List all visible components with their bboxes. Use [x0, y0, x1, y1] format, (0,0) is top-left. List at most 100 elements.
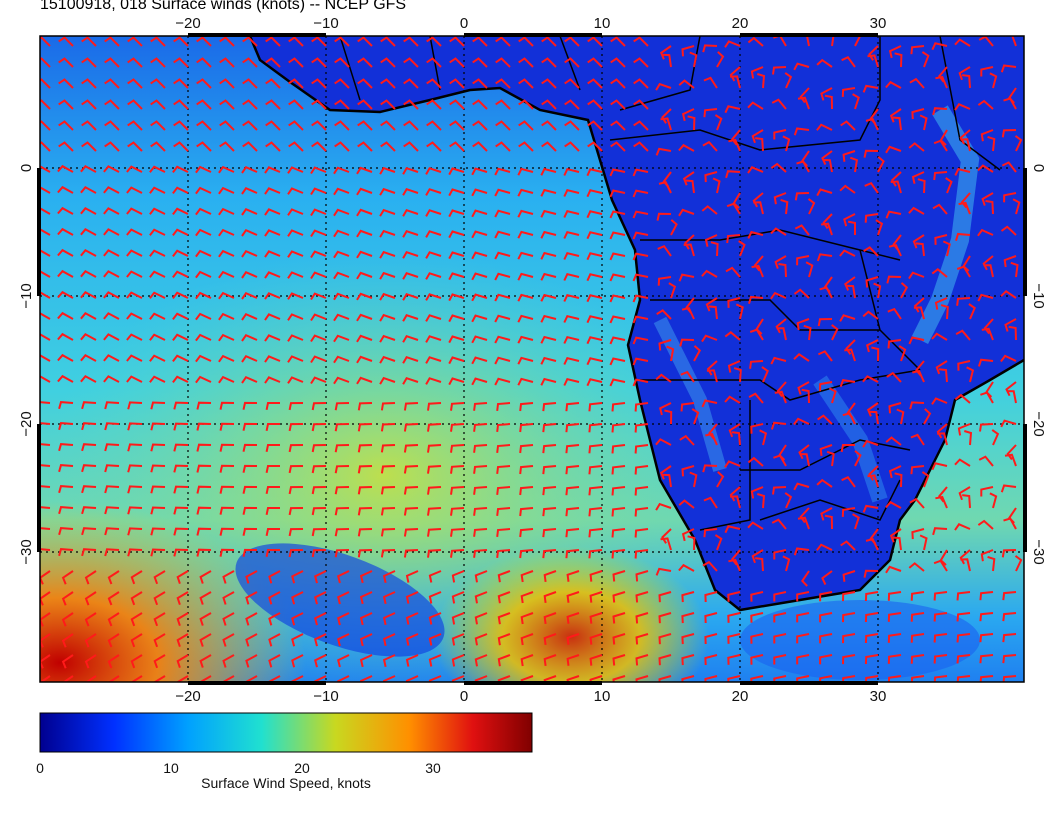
wind-barb — [310, 166, 327, 175]
wind-barb — [865, 538, 879, 551]
wind-barb — [632, 315, 649, 324]
wind-barb — [841, 56, 856, 68]
colorbar-tick-label: 30 — [425, 760, 441, 776]
wind-barb — [218, 165, 235, 174]
wind-barb — [126, 312, 143, 320]
wind-barb — [288, 528, 304, 537]
wind-barb — [265, 141, 281, 152]
wind-barb — [566, 633, 580, 645]
wind-barb — [57, 248, 74, 257]
wind-barb — [334, 36, 350, 47]
wind-barb — [839, 184, 856, 194]
wind-barb — [773, 549, 787, 560]
wind-barb — [84, 654, 97, 669]
wind-barb — [172, 165, 189, 174]
wind-barb — [103, 165, 120, 173]
wind-barb — [565, 507, 580, 517]
wind-barb — [150, 527, 166, 536]
wind-barb — [149, 270, 166, 278]
wind-barb — [195, 291, 212, 300]
frame-bands — [37, 33, 1027, 685]
wind-barb — [706, 369, 718, 383]
wind-barb — [127, 401, 143, 410]
wind-barb — [542, 444, 557, 454]
wind-barb — [149, 186, 166, 194]
wind-barb — [770, 162, 787, 173]
wind-barb — [242, 401, 258, 410]
wind-barb — [517, 272, 534, 281]
wind-barb — [403, 57, 419, 68]
wind-barb — [402, 376, 419, 385]
wind-barb — [80, 165, 97, 173]
wind-barb — [842, 675, 856, 682]
wind-barb — [473, 528, 488, 537]
wind-barb — [565, 549, 580, 559]
wind-barb — [402, 292, 419, 301]
wind-barb — [1003, 517, 1017, 530]
wind-barb — [658, 654, 672, 666]
wind-barb — [932, 527, 948, 536]
wind-barb — [382, 570, 396, 584]
wind-barb — [796, 654, 810, 665]
wind-barb — [662, 473, 672, 488]
wind-barb — [847, 220, 856, 235]
wind-barb — [380, 57, 396, 68]
wind-barb — [822, 213, 833, 229]
wind-barb — [633, 141, 649, 152]
wind-barb — [868, 465, 879, 481]
wind-barb — [962, 494, 971, 509]
wind-barb — [712, 177, 721, 194]
wind-barb — [127, 99, 143, 110]
wind-barb — [678, 208, 695, 217]
wind-barb — [1000, 290, 1017, 299]
wind-barb — [130, 612, 143, 627]
wind-barb — [566, 675, 580, 682]
wind-barb — [655, 147, 672, 156]
wind-barb — [885, 500, 902, 509]
wind-barb — [57, 164, 74, 173]
wind-barb — [655, 373, 672, 383]
wind-barb — [494, 209, 511, 218]
wind-barb — [956, 633, 971, 643]
wind-barb — [450, 486, 465, 495]
wind-barb — [750, 654, 764, 665]
wind-barb — [936, 423, 948, 439]
wind-barb — [801, 570, 810, 587]
wind-barb — [311, 78, 327, 89]
wind-barb — [310, 334, 327, 343]
wind-barb — [379, 187, 396, 196]
wind-barb — [150, 401, 166, 410]
wind-barb — [311, 507, 327, 516]
wind-barb — [716, 471, 725, 488]
wind-barb — [107, 591, 120, 606]
wind-barb — [817, 414, 833, 425]
wind-barb — [911, 171, 925, 184]
wind-barb — [910, 675, 925, 682]
wind-barb — [334, 549, 350, 558]
wind-barb — [311, 444, 327, 453]
wind-barb — [977, 164, 994, 173]
wind-barb — [196, 506, 212, 515]
wind-barb — [610, 36, 626, 47]
wind-barb — [150, 36, 166, 47]
wind-barb — [1006, 444, 1017, 461]
lon-tick-label: 0 — [460, 15, 468, 32]
wind-barb — [517, 251, 534, 260]
wind-barb — [911, 528, 925, 540]
wind-barb — [449, 99, 465, 110]
wind-barb — [427, 528, 442, 537]
wind-barb — [817, 318, 833, 327]
wind-barb — [195, 165, 212, 174]
wind-barb — [61, 633, 74, 648]
wind-barb — [931, 462, 948, 471]
wind-barb — [172, 333, 189, 342]
wind-barb — [496, 402, 511, 412]
wind-barb — [611, 423, 626, 433]
wind-barb — [402, 166, 419, 175]
wind-barb — [956, 675, 971, 682]
wind-barb — [632, 189, 649, 198]
wind-barb — [702, 44, 718, 53]
wind-barb — [1001, 129, 1017, 138]
wind-barb — [807, 198, 816, 215]
wind-barb — [172, 228, 189, 237]
